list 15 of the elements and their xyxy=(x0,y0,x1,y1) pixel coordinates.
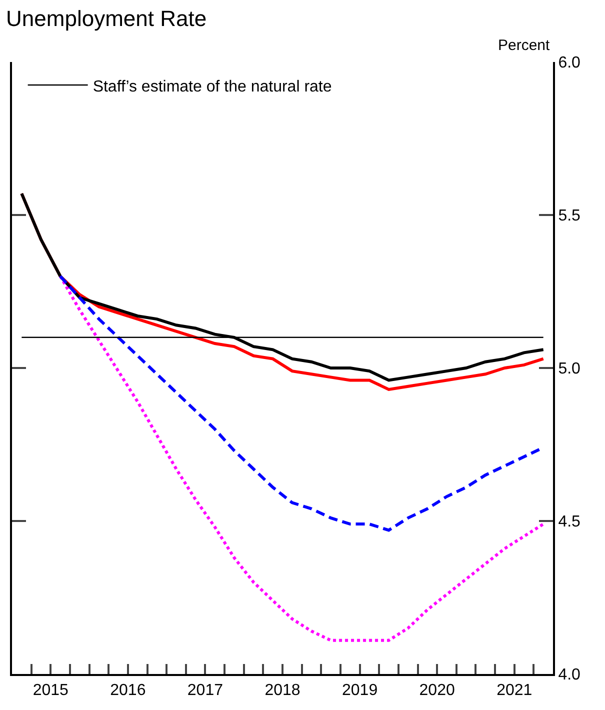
x-tick-label: 2020 xyxy=(419,682,455,700)
y-axis-title: Percent xyxy=(498,37,551,54)
x-tick-label: 2015 xyxy=(32,682,69,700)
x-tick-label: 2017 xyxy=(187,682,224,700)
x-tick-label: 2019 xyxy=(342,682,378,700)
y-tick-label: 6.0 xyxy=(558,54,581,72)
x-tick-label: 2016 xyxy=(110,682,146,700)
y-tick-label: 5.5 xyxy=(558,208,581,225)
x-tick-label: 2021 xyxy=(496,682,532,700)
y-tick-label: 4.0 xyxy=(558,666,581,684)
y-tick-label: 4.5 xyxy=(558,514,581,531)
legend-label: Staff’s estimate of the natural rate xyxy=(92,78,332,96)
chart-title: Unemployment Rate xyxy=(6,6,207,32)
y-tick-label: 5.0 xyxy=(558,360,581,378)
x-tick-label: 2018 xyxy=(264,682,300,700)
